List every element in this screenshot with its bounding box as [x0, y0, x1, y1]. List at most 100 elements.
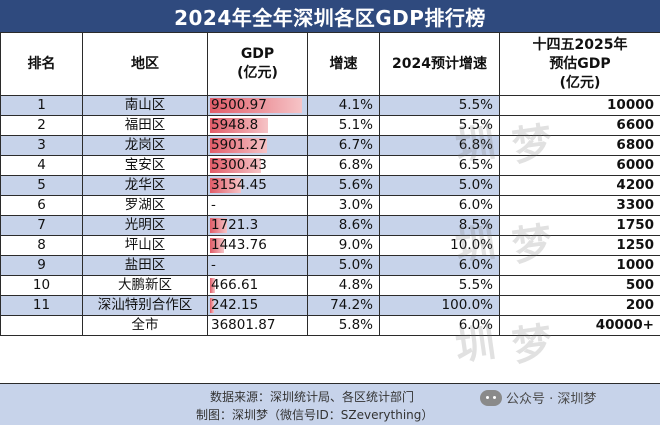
growth-2024-cell: 6.8%	[380, 136, 500, 156]
target-gdp-cell: 1000	[500, 256, 660, 276]
target-gdp-cell: 6800	[500, 136, 660, 156]
gdp-cell: 1721.3	[208, 216, 308, 236]
growth-2024-cell: 5.5%	[380, 116, 500, 136]
rank-cell: 8	[1, 236, 83, 256]
target-gdp-cell: 4200	[500, 176, 660, 196]
growth-cell: 4.8%	[308, 276, 380, 296]
growth-2024-cell: 5.5%	[380, 276, 500, 296]
region-cell: 福田区	[83, 116, 208, 136]
gdp-value: 1721.3	[208, 217, 258, 233]
footer: 数据来源：深圳统计局、各区统计部门 制图：深圳梦（微信号ID：SZeveryth…	[0, 383, 660, 425]
growth-2024-cell: 100.0%	[380, 296, 500, 316]
rank-cell: 3	[1, 136, 83, 156]
growth-2024-cell: 5.0%	[380, 176, 500, 196]
growth-cell: 5.1%	[308, 116, 380, 136]
page-title: 2024年全年深圳各区GDP排行榜	[0, 0, 660, 32]
gdp-cell: 1443.76	[208, 236, 308, 256]
gdp-table: 排名 地区 GDP (亿元) 增速 2024预计增速 十四五2025年 预估GD…	[0, 32, 660, 336]
rank-cell: 4	[1, 156, 83, 176]
region-cell: 全市	[83, 316, 208, 336]
header-target-line2: 预估GDP	[500, 55, 660, 74]
growth-2024-cell: 8.5%	[380, 216, 500, 236]
target-gdp-cell: 6000	[500, 156, 660, 176]
gdp-value: -	[208, 197, 216, 213]
gdp-value: 3154.45	[208, 177, 267, 193]
region-cell: 龙岗区	[83, 136, 208, 156]
gdp-cell: 36801.87	[208, 316, 308, 336]
header-target-line1: 十四五2025年	[500, 36, 660, 55]
rank-cell: 11	[1, 296, 83, 316]
data-source-note: 数据来源：深圳统计局、各区统计部门	[210, 388, 414, 405]
gdp-cell: 3154.45	[208, 176, 308, 196]
target-gdp-cell: 1250	[500, 236, 660, 256]
gdp-cell: -	[208, 196, 308, 216]
gdp-cell: 5300.43	[208, 156, 308, 176]
header-gdp-line2: (亿元)	[208, 64, 307, 83]
growth-2024-cell: 6.0%	[380, 316, 500, 336]
region-cell: 大鹏新区	[83, 276, 208, 296]
growth-cell: 5.6%	[308, 176, 380, 196]
rank-cell: 9	[1, 256, 83, 276]
gdp-cell: 9500.97	[208, 96, 308, 116]
target-gdp-cell: 40000+	[500, 316, 660, 336]
wechat-icon	[480, 390, 502, 406]
gdp-value: 36801.87	[208, 317, 275, 333]
region-cell: 龙华区	[83, 176, 208, 196]
region-cell: 宝安区	[83, 156, 208, 176]
gdp-cell: -	[208, 256, 308, 276]
gdp-value: 466.61	[208, 277, 258, 293]
growth-cell: 8.6%	[308, 216, 380, 236]
growth-2024-cell: 6.0%	[380, 196, 500, 216]
growth-cell: 5.0%	[308, 256, 380, 276]
growth-2024-cell: 6.5%	[380, 156, 500, 176]
growth-cell: 3.0%	[308, 196, 380, 216]
header-target-line3: (亿元)	[500, 74, 660, 93]
rank-cell: 5	[1, 176, 83, 196]
gdp-cell: 5948.8	[208, 116, 308, 136]
header-region: 地区	[83, 33, 208, 96]
region-cell: 盐田区	[83, 256, 208, 276]
target-gdp-cell: 6600	[500, 116, 660, 136]
growth-cell: 6.7%	[308, 136, 380, 156]
rank-cell: 6	[1, 196, 83, 216]
rank-cell: 2	[1, 116, 83, 136]
rank-cell	[1, 316, 83, 336]
gdp-value: 5901.27	[208, 137, 267, 153]
growth-2024-cell: 10.0%	[380, 236, 500, 256]
target-gdp-cell: 500	[500, 276, 660, 296]
target-gdp-cell: 3300	[500, 196, 660, 216]
gdp-value: 9500.97	[208, 97, 267, 113]
header-gdp-line1: GDP	[208, 45, 307, 64]
rank-cell: 10	[1, 276, 83, 296]
gdp-value: -	[208, 257, 216, 273]
growth-cell: 4.1%	[308, 96, 380, 116]
gdp-value: 242.15	[208, 297, 258, 313]
growth-cell: 5.8%	[308, 316, 380, 336]
growth-cell: 6.8%	[308, 156, 380, 176]
wechat-watermark: 公众号 · 深圳梦	[480, 388, 596, 407]
maker-note: 制图：深圳梦（微信号ID：SZeverything）	[196, 406, 433, 423]
rank-cell: 7	[1, 216, 83, 236]
growth-cell: 9.0%	[308, 236, 380, 256]
region-cell: 坪山区	[83, 236, 208, 256]
region-cell: 光明区	[83, 216, 208, 236]
header-growth-2024: 2024预计增速	[380, 33, 500, 96]
header-rank: 排名	[1, 33, 83, 96]
header-row: 排名 地区 GDP (亿元) 增速 2024预计增速 十四五2025年 预估GD…	[1, 33, 660, 96]
gdp-cell: 242.15	[208, 296, 308, 316]
growth-2024-cell: 5.5%	[380, 96, 500, 116]
rank-cell: 1	[1, 96, 83, 116]
region-cell: 罗湖区	[83, 196, 208, 216]
